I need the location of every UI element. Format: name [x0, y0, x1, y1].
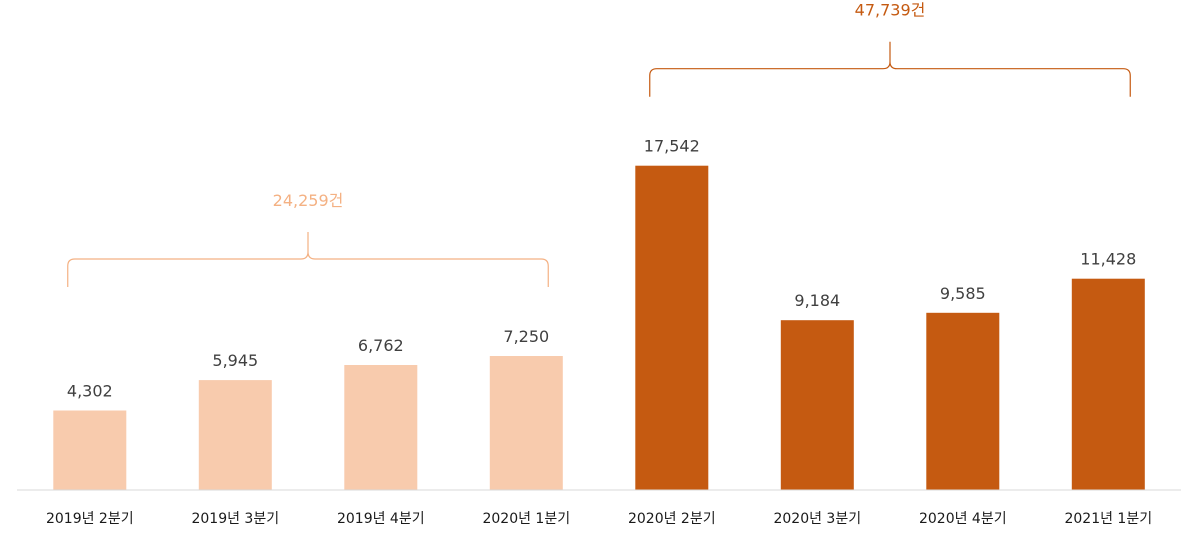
x-tick-label-8: 2021년 1분기	[1064, 511, 1152, 527]
data-label-2: 5,945	[212, 351, 258, 370]
group-total-label-2: 47,739건	[855, 1, 926, 20]
tick-labels-layer: 2019년 2분기 2019년 3분기 2019년 4분기 2020년 1분기 2020…	[46, 511, 1152, 527]
group-total-label-1: 24,259건	[273, 191, 344, 210]
x-tick-label-4: 2020년 1분기	[482, 511, 570, 527]
group-brackets-layer: 24,259건 47,739건	[67, 1, 1131, 287]
data-label-3: 6,762	[358, 336, 404, 355]
data-label-8: 11,428	[1080, 250, 1136, 269]
group-bracket-2	[649, 41, 1131, 97]
bar-5	[635, 165, 709, 490]
bars-layer	[53, 165, 1145, 490]
x-tick-label-7: 2020년 4분기	[919, 511, 1007, 527]
x-tick-label-6: 2020년 3분기	[773, 511, 861, 527]
bar-7	[926, 312, 1000, 490]
bar-2	[198, 380, 272, 490]
data-label-4: 7,250	[503, 327, 549, 346]
x-tick-label-3: 2019년 4분기	[337, 511, 425, 527]
data-label-1: 4,302	[67, 382, 113, 401]
bar-1	[53, 410, 127, 490]
bar-8	[1071, 278, 1145, 490]
data-label-6: 9,184	[794, 291, 840, 310]
group-bracket-1	[67, 231, 549, 287]
x-tick-label-1: 2019년 2분기	[46, 511, 134, 527]
value-labels-layer: 4,302 5,945 6,762 7,250 17,542 9,184 9,585 11,4…	[67, 137, 1136, 401]
data-label-7: 9,585	[940, 284, 986, 303]
x-tick-label-5: 2020년 2분기	[628, 511, 716, 527]
bar-6	[780, 320, 854, 490]
x-tick-label-2: 2019년 3분기	[191, 511, 279, 527]
bar-3	[344, 365, 418, 490]
bar-4	[489, 356, 563, 490]
data-label-5: 17,542	[644, 137, 700, 156]
